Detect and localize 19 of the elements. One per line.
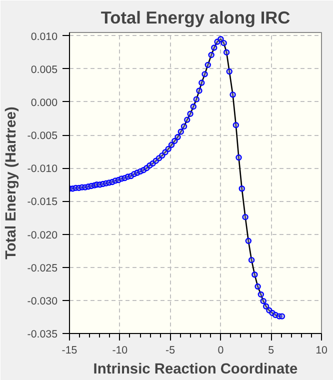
chart-title: Total Energy along IRC: [100, 8, 291, 28]
x-tick-label: 0: [218, 344, 224, 356]
y-tick-label: -0.035: [27, 328, 58, 340]
x-tick-label: -5: [166, 344, 176, 356]
x-tick-label: -15: [62, 344, 78, 356]
y-tick-label: -0.025: [27, 262, 58, 274]
y-tick-label: -0.030: [27, 295, 58, 308]
x-axis-title: Intrinsic Reaction Coordinate: [93, 362, 298, 378]
x-tick-label: 10: [316, 344, 328, 356]
y-tick-label: -0.010: [27, 163, 58, 176]
y-tick-label: 0.010: [30, 30, 58, 43]
y-axis-title: Total Energy (Hartree): [3, 106, 20, 260]
y-tick-label: 0.005: [30, 64, 58, 76]
x-tick-label: 5: [268, 344, 274, 356]
y-tick-label: -0.020: [27, 229, 58, 242]
y-tick-label: -0.015: [27, 196, 58, 208]
y-tick-label: -0.005: [27, 130, 58, 142]
y-tick-label: 0.000: [30, 96, 58, 109]
x-tick-label: -10: [112, 344, 128, 356]
